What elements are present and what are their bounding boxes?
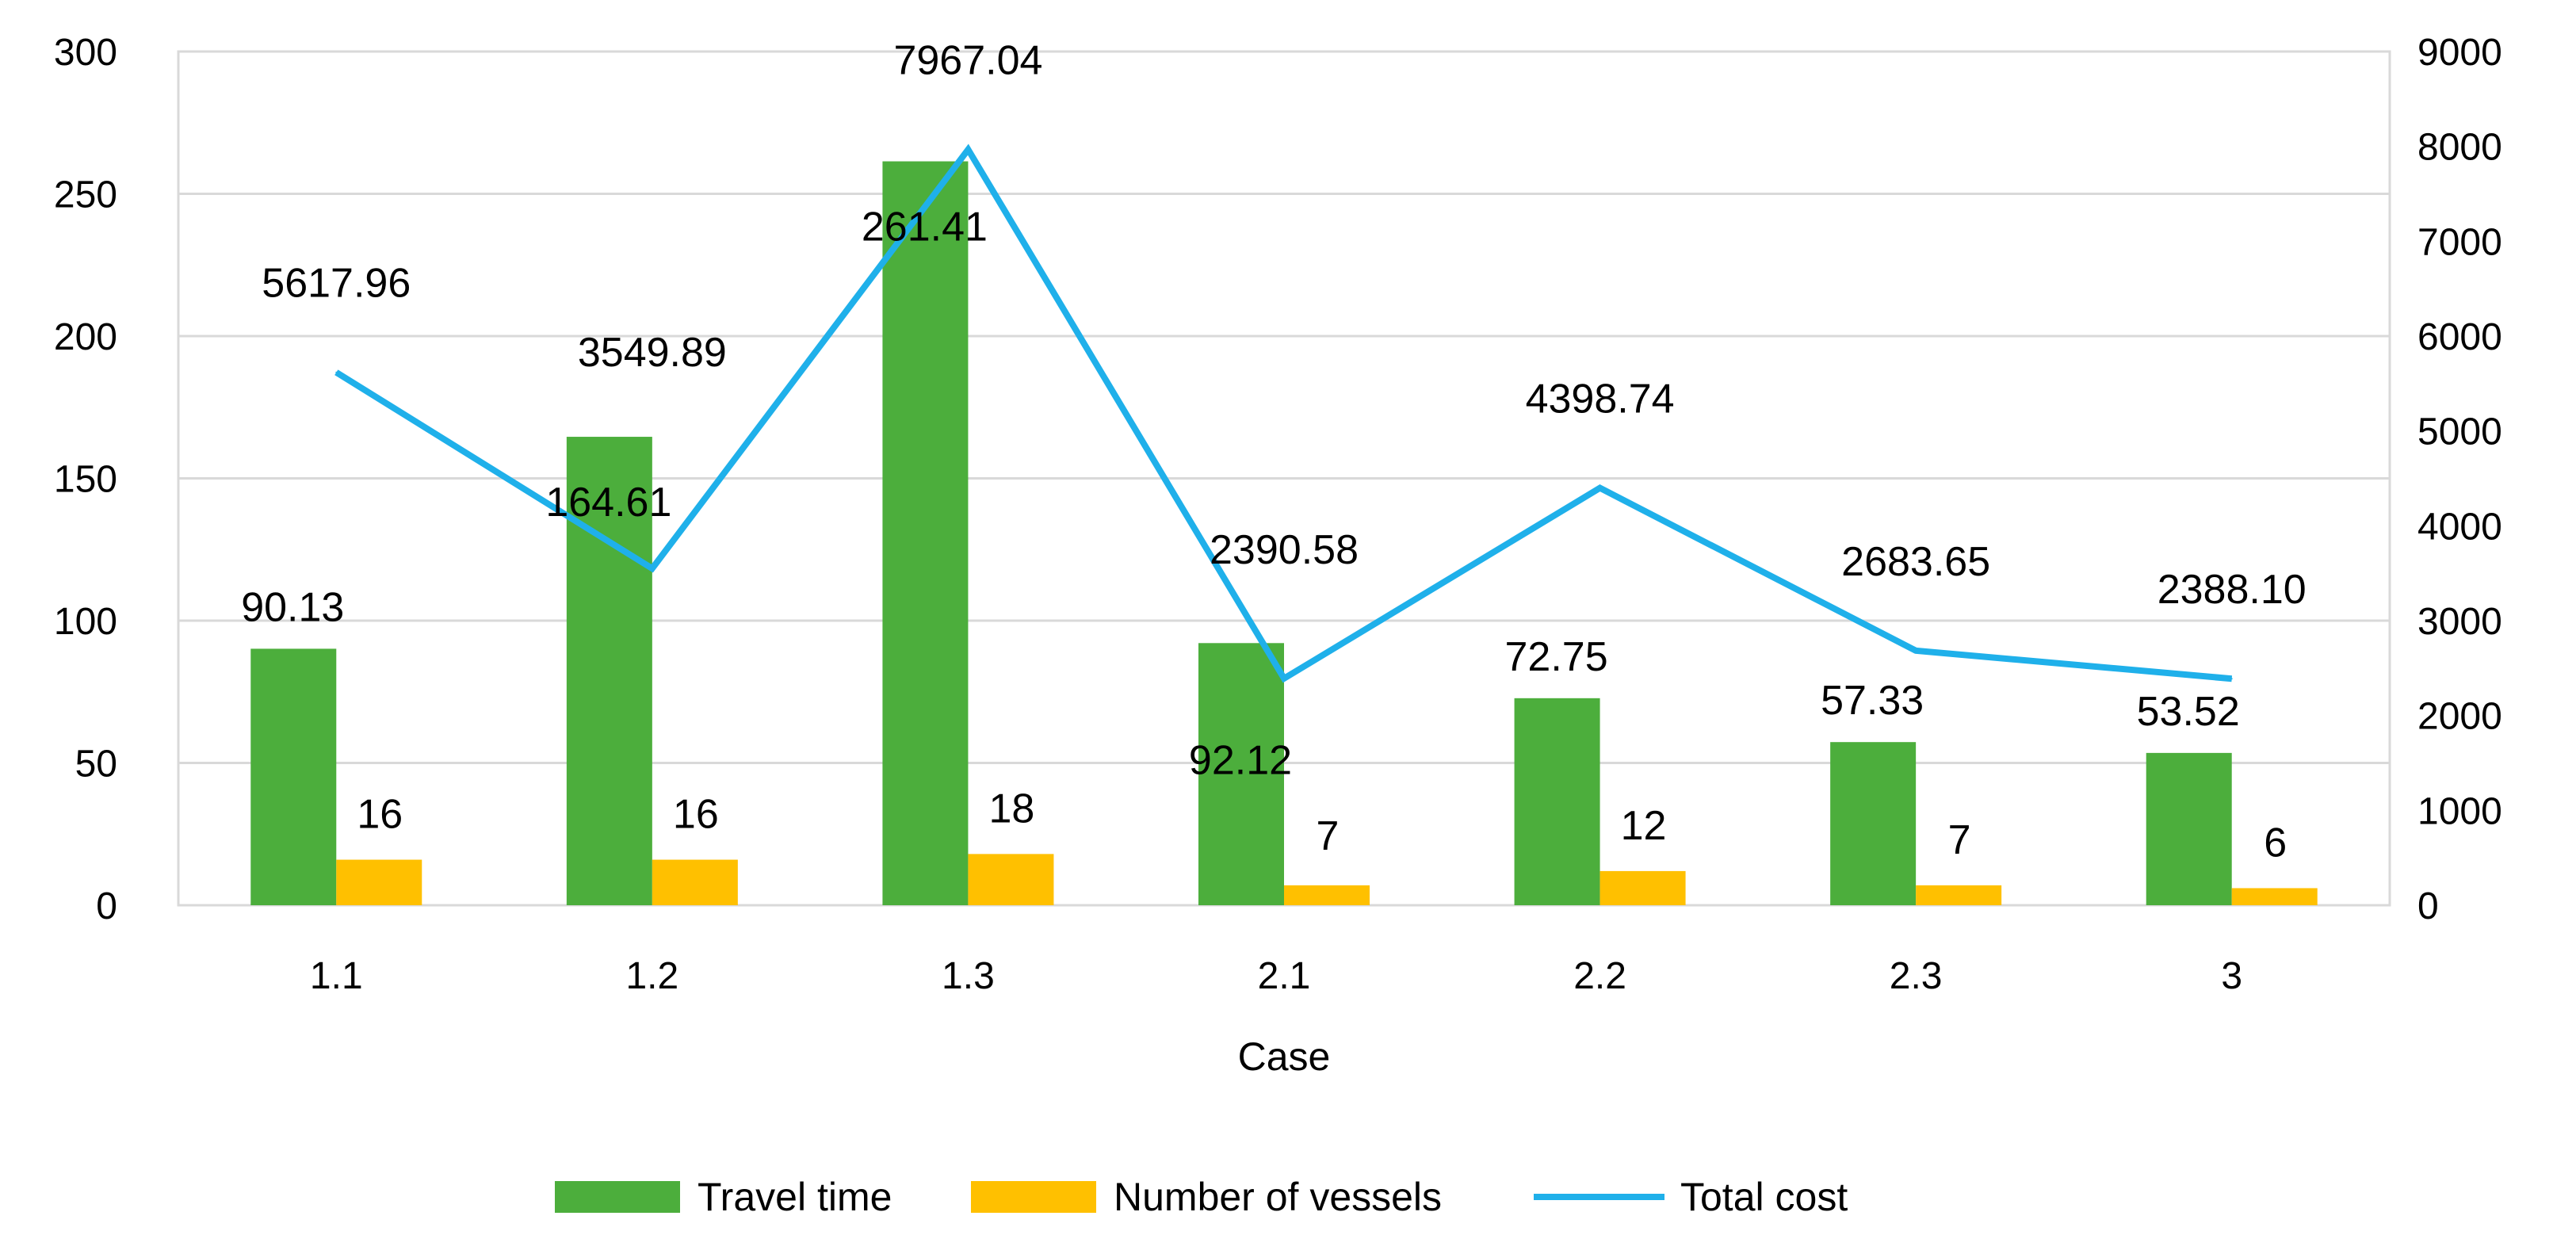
data-labels: 90.13 16 164.61 16 261.41 18 92.12 7 72.75 12 57.3… xyxy=(241,38,2306,866)
right-tick-label: 0 xyxy=(2417,885,2439,927)
total-cost-point xyxy=(1915,649,1917,652)
total-cost-point xyxy=(967,148,969,151)
travel-time-bar xyxy=(1198,643,1284,905)
left-tick-label: 300 xyxy=(54,32,117,74)
left-tick-label: 0 xyxy=(96,885,117,927)
x-tick-label: 2.2 xyxy=(1573,955,1626,997)
right-tick-label: 8000 xyxy=(2417,127,2502,169)
total-cost-label: 3549.89 xyxy=(578,330,727,376)
right-tick-label: 4000 xyxy=(2417,506,2502,548)
legend: Travel time Number of vessels Total cost xyxy=(555,1175,1848,1219)
travel-time-label: 72.75 xyxy=(1505,634,1608,680)
travel-time-label: 57.33 xyxy=(1821,678,1924,724)
bars xyxy=(250,161,2318,906)
cost-line xyxy=(334,143,2233,683)
vessels-label: 7 xyxy=(1317,813,1340,859)
travel-time-label: 53.52 xyxy=(2137,689,2240,735)
travel-time-bar xyxy=(566,437,652,905)
vessels-label: 6 xyxy=(2264,820,2287,866)
left-tick-label: 200 xyxy=(54,316,117,358)
right-tick-label: 6000 xyxy=(2417,316,2502,358)
travel-time-bar xyxy=(882,161,969,906)
vessels-bar xyxy=(2231,888,2318,905)
right-tick-label: 9000 xyxy=(2417,32,2502,74)
travel-time-bar xyxy=(1830,742,1917,905)
total-cost-label: 2388.10 xyxy=(2157,567,2307,613)
left-tick-label: 150 xyxy=(54,459,117,501)
x-tick-label: 3 xyxy=(2221,955,2242,997)
x-tick-label: 1.2 xyxy=(625,955,678,997)
travel-time-label: 261.41 xyxy=(862,205,988,250)
vessels-bar xyxy=(1916,885,2002,905)
left-axis-ticks: 0 50 100 150 200 250 300 xyxy=(54,32,117,927)
travel-time-bar xyxy=(1514,698,1600,905)
left-tick-label: 100 xyxy=(54,601,117,643)
total-cost-point xyxy=(1283,677,1285,679)
vessels-bar xyxy=(1599,870,1686,905)
vessels-bar xyxy=(968,854,1054,905)
vessels-label: 7 xyxy=(1948,817,1971,863)
vessels-bar xyxy=(336,859,422,905)
x-tick-label: 1.1 xyxy=(310,955,363,997)
legend-label-vessels: Number of vessels xyxy=(1114,1175,1442,1219)
travel-time-label: 90.13 xyxy=(241,584,344,630)
vessels-label: 18 xyxy=(989,786,1035,832)
travel-time-bar xyxy=(250,648,337,905)
legend-swatch-travel-time xyxy=(555,1181,680,1213)
vessels-bar xyxy=(1284,885,1370,905)
total-cost-label: 2683.65 xyxy=(1841,539,1990,585)
legend-swatch-vessels xyxy=(971,1181,1096,1213)
right-tick-label: 1000 xyxy=(2417,790,2502,832)
right-tick-label: 2000 xyxy=(2417,696,2502,738)
vessels-label: 12 xyxy=(1621,803,1667,849)
total-cost-point xyxy=(2230,678,2233,680)
gridlines xyxy=(178,50,2390,907)
x-tick-label: 2.1 xyxy=(1258,955,1311,997)
x-axis-title: Case xyxy=(1238,1034,1331,1079)
total-cost-point xyxy=(1599,487,1601,489)
travel-time-label: 164.61 xyxy=(545,480,671,526)
vessels-label: 16 xyxy=(673,792,719,838)
right-tick-label: 7000 xyxy=(2417,221,2502,263)
x-tick-label: 1.3 xyxy=(942,955,995,997)
right-axis-ticks: 0 1000 2000 3000 4000 5000 6000 7000 8000 9000 xyxy=(2417,32,2502,927)
left-tick-label: 50 xyxy=(75,744,117,786)
travel-time-bar xyxy=(2146,752,2232,905)
x-axis-ticks: 1.1 1.2 1.3 2.1 2.2 2.3 3 xyxy=(310,955,2242,997)
total-cost-label: 2390.58 xyxy=(1210,527,1359,573)
legend-label-total-cost: Total cost xyxy=(1680,1175,1848,1219)
right-tick-label: 3000 xyxy=(2417,601,2502,643)
right-tick-label: 5000 xyxy=(2417,411,2502,453)
left-tick-label: 250 xyxy=(54,174,117,216)
x-tick-label: 2.3 xyxy=(1890,955,1943,997)
total-cost-point xyxy=(335,371,338,373)
total-cost-label: 4398.74 xyxy=(1526,377,1675,422)
legend-label-travel-time: Travel time xyxy=(698,1175,892,1219)
travel-time-label: 92.12 xyxy=(1189,737,1292,783)
total-cost-point xyxy=(651,568,653,570)
vessels-label: 16 xyxy=(357,792,403,838)
total-cost-label: 7967.04 xyxy=(893,38,1042,84)
total-cost-label: 5617.96 xyxy=(262,261,411,307)
vessels-bar xyxy=(652,859,738,905)
